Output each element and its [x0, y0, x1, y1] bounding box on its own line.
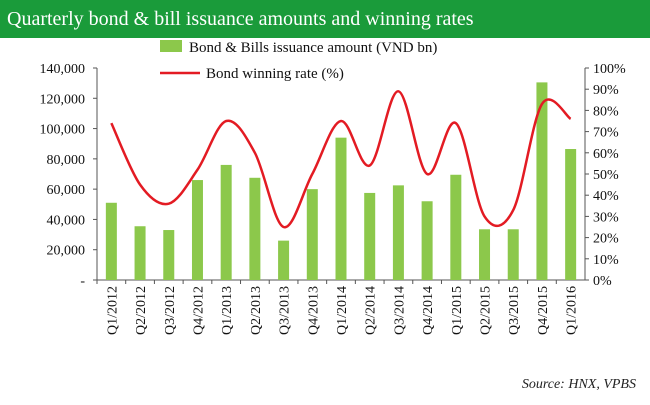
- bar: [565, 149, 577, 280]
- bar: [278, 240, 290, 280]
- x-tick-label: Q4/2015: [536, 286, 551, 335]
- right-tick-label: 80%: [593, 104, 619, 119]
- x-tick-label: Q1/2016: [565, 286, 580, 335]
- x-tick-label: Q3/2012: [163, 286, 178, 335]
- bar: [306, 189, 318, 280]
- bar: [479, 229, 491, 280]
- x-tick-label: Q3/2015: [507, 286, 522, 335]
- bar: [191, 180, 203, 280]
- right-tick-label: 70%: [593, 126, 619, 141]
- bar: [364, 192, 376, 280]
- legend-swatch-bars: [160, 40, 182, 52]
- x-tick-label: Q1/2015: [450, 286, 465, 335]
- left-tick-label: 60,000: [47, 183, 86, 198]
- x-tick-label: Q1/2012: [105, 286, 120, 335]
- right-tick-label: 90%: [593, 83, 619, 98]
- left-tick-label: 20,000: [47, 244, 86, 259]
- right-tick-label: 0%: [593, 274, 612, 289]
- x-tick-label: Q2/2013: [249, 286, 264, 335]
- bar: [163, 230, 175, 280]
- x-tick-label: Q4/2013: [306, 286, 321, 335]
- right-tick-label: 10%: [593, 253, 619, 268]
- right-tick-label: 50%: [593, 168, 619, 183]
- x-tick-label: Q2/2015: [479, 286, 494, 335]
- right-tick-label: 40%: [593, 189, 619, 204]
- bar: [507, 229, 519, 280]
- legend-label-bars: Bond & Bills issuance amount (VND bn): [189, 40, 437, 56]
- right-tick-label: 30%: [593, 210, 619, 225]
- x-tick-label: Q4/2012: [191, 286, 206, 335]
- left-tick-label: 40,000: [47, 213, 86, 228]
- bar: [105, 202, 117, 280]
- right-tick-label: 20%: [593, 232, 619, 247]
- x-tick-label: Q3/2014: [392, 286, 407, 335]
- left-tick-label: 100,000: [40, 123, 86, 138]
- chart-plot: - 20,000 40,000 60,000 80,000 100,000 120,000 1…: [40, 40, 626, 335]
- bar: [450, 174, 462, 280]
- x-tick-label: Q1/2014: [335, 286, 350, 335]
- x-tick-label: Q1/2013: [220, 286, 235, 335]
- bar: [536, 82, 548, 280]
- bar: [392, 185, 404, 280]
- source-note: Source: HNX, VPBS: [521, 377, 636, 392]
- x-tick-label: Q2/2014: [364, 286, 379, 335]
- bar: [249, 177, 261, 280]
- left-tick-label: 120,000: [40, 92, 86, 107]
- right-tick-label: 60%: [593, 147, 619, 162]
- x-tick-label: Q4/2014: [421, 286, 436, 335]
- bar: [421, 201, 433, 280]
- left-tick-label: -: [80, 274, 85, 289]
- chart-title: Quarterly bond & bill issuance amounts a…: [0, 0, 650, 38]
- bar: [335, 137, 347, 280]
- left-tick-label: 80,000: [47, 153, 86, 168]
- winning-rate-line: [110, 90, 572, 229]
- legend-label-line: Bond winning rate (%): [206, 66, 344, 82]
- x-tick-label: Q2/2012: [134, 286, 149, 335]
- bar: [134, 226, 146, 280]
- bar: [220, 164, 232, 280]
- right-tick-label: 100%: [593, 62, 626, 77]
- x-tick-label: Q3/2013: [278, 286, 293, 335]
- left-tick-label: 140,000: [40, 62, 86, 77]
